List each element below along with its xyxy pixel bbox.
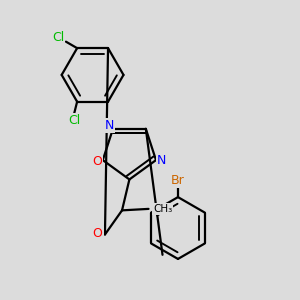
Text: N: N	[157, 154, 166, 167]
Text: O: O	[92, 155, 102, 168]
Text: Cl: Cl	[68, 114, 80, 127]
Text: CH₃: CH₃	[153, 204, 172, 214]
Text: N: N	[105, 119, 114, 132]
Text: Br: Br	[171, 174, 185, 187]
Text: O: O	[93, 227, 103, 240]
Text: Cl: Cl	[52, 31, 64, 44]
